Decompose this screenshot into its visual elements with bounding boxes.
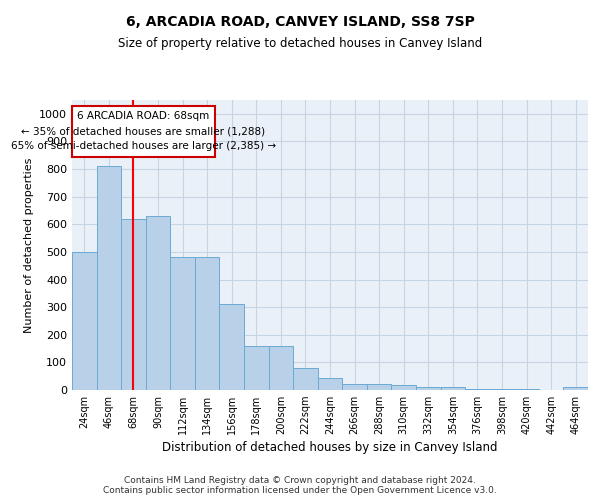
Bar bbox=[416, 386, 440, 390]
Bar bbox=[269, 346, 293, 390]
Text: 6 ARCADIA ROAD: 68sqm
← 35% of detached houses are smaller (1,288)
65% of semi-d: 6 ARCADIA ROAD: 68sqm ← 35% of detached … bbox=[11, 112, 276, 151]
Bar bbox=[97, 166, 121, 390]
Bar bbox=[146, 216, 170, 390]
Bar bbox=[244, 346, 269, 390]
Bar bbox=[121, 219, 146, 390]
Bar bbox=[170, 258, 195, 390]
Bar bbox=[440, 387, 465, 390]
Bar bbox=[367, 384, 391, 390]
Bar bbox=[391, 386, 416, 390]
Text: Size of property relative to detached houses in Canvey Island: Size of property relative to detached ho… bbox=[118, 38, 482, 51]
Bar bbox=[72, 252, 97, 390]
Bar bbox=[465, 388, 490, 390]
Bar bbox=[490, 389, 514, 390]
Bar bbox=[563, 387, 588, 390]
Bar bbox=[195, 258, 220, 390]
Text: Contains HM Land Registry data © Crown copyright and database right 2024.
Contai: Contains HM Land Registry data © Crown c… bbox=[103, 476, 497, 495]
Bar bbox=[342, 384, 367, 390]
Y-axis label: Number of detached properties: Number of detached properties bbox=[23, 158, 34, 332]
Bar bbox=[318, 378, 342, 390]
FancyBboxPatch shape bbox=[72, 106, 215, 156]
Text: Distribution of detached houses by size in Canvey Island: Distribution of detached houses by size … bbox=[162, 441, 498, 454]
Bar bbox=[293, 368, 318, 390]
Text: 6, ARCADIA ROAD, CANVEY ISLAND, SS8 7SP: 6, ARCADIA ROAD, CANVEY ISLAND, SS8 7SP bbox=[125, 15, 475, 29]
Bar bbox=[220, 304, 244, 390]
